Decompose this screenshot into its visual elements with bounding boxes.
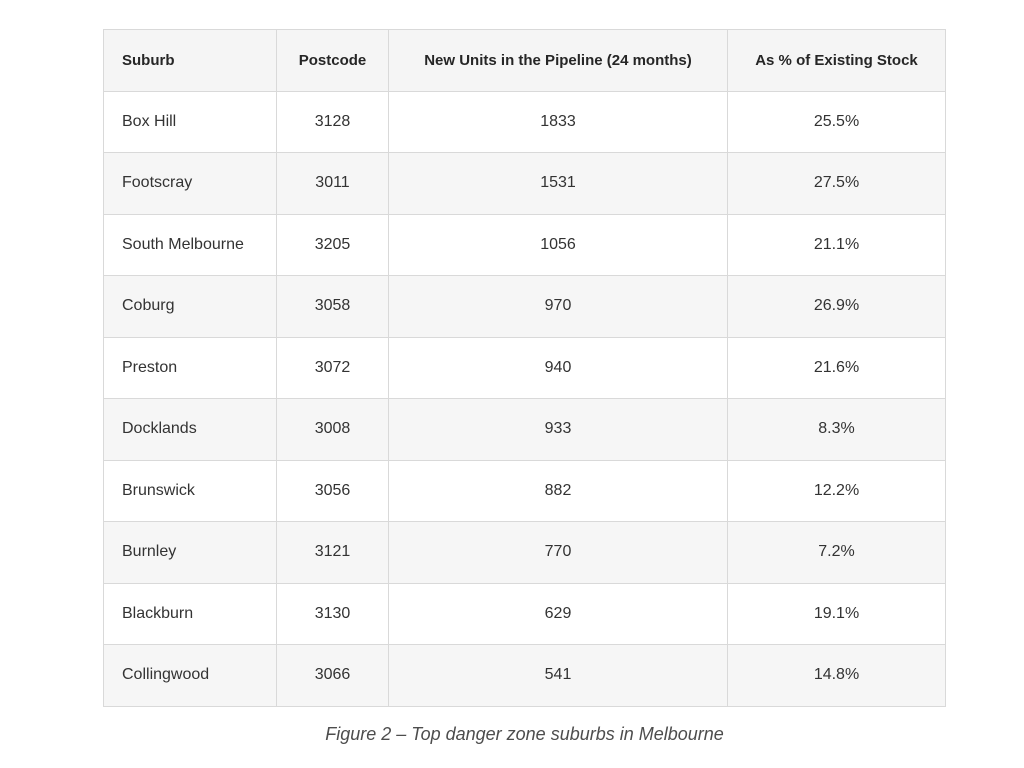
table-row: South Melbourne 3205 1056 21.1% <box>103 213 946 276</box>
table-row: Brunswick 3056 882 12.2% <box>103 459 946 522</box>
cell-new-units: 1833 <box>388 90 728 153</box>
cell-new-units: 1056 <box>388 213 728 276</box>
cell-new-units: 940 <box>388 336 728 399</box>
cell-suburb: Coburg <box>103 275 277 338</box>
table-row: Coburg 3058 970 26.9% <box>103 275 946 338</box>
cell-postcode: 3121 <box>276 521 389 584</box>
cell-postcode: 3205 <box>276 213 389 276</box>
cell-pct-existing-stock: 19.1% <box>727 582 946 645</box>
cell-pct-existing-stock: 26.9% <box>727 275 946 338</box>
cell-pct-existing-stock: 27.5% <box>727 152 946 215</box>
table-row: Burnley 3121 770 7.2% <box>103 521 946 584</box>
cell-pct-existing-stock: 8.3% <box>727 398 946 461</box>
column-header-suburb: Suburb <box>103 29 277 92</box>
cell-new-units: 933 <box>388 398 728 461</box>
cell-new-units: 770 <box>388 521 728 584</box>
cell-postcode: 3011 <box>276 152 389 215</box>
cell-pct-existing-stock: 7.2% <box>727 521 946 584</box>
cell-suburb: South Melbourne <box>103 213 277 276</box>
cell-suburb: Collingwood <box>103 644 277 707</box>
table-row: Footscray 3011 1531 27.5% <box>103 152 946 215</box>
cell-postcode: 3058 <box>276 275 389 338</box>
column-header-new-units: New Units in the Pipeline (24 months) <box>388 29 728 92</box>
cell-pct-existing-stock: 21.6% <box>727 336 946 399</box>
cell-suburb: Burnley <box>103 521 277 584</box>
table-row: Box Hill 3128 1833 25.5% <box>103 90 946 153</box>
table-row: Collingwood 3066 541 14.8% <box>103 644 946 707</box>
cell-pct-existing-stock: 21.1% <box>727 213 946 276</box>
column-header-postcode: Postcode <box>276 29 389 92</box>
table-header-row: Suburb Postcode New Units in the Pipelin… <box>103 29 946 92</box>
table-row: Docklands 3008 933 8.3% <box>103 398 946 461</box>
cell-new-units: 629 <box>388 582 728 645</box>
figure-caption: Figure 2 – Top danger zone suburbs in Me… <box>325 724 724 744</box>
table-row: Preston 3072 940 21.6% <box>103 336 946 399</box>
column-header-pct-existing-stock: As % of Existing Stock <box>727 29 946 92</box>
cell-postcode: 3072 <box>276 336 389 399</box>
cell-pct-existing-stock: 12.2% <box>727 459 946 522</box>
cell-postcode: 3008 <box>276 398 389 461</box>
cell-new-units: 541 <box>388 644 728 707</box>
cell-suburb: Blackburn <box>103 582 277 645</box>
cell-pct-existing-stock: 14.8% <box>727 644 946 707</box>
cell-suburb: Footscray <box>103 152 277 215</box>
cell-new-units: 1531 <box>388 152 728 215</box>
cell-suburb: Box Hill <box>103 90 277 153</box>
data-table: Suburb Postcode New Units in the Pipelin… <box>103 29 946 707</box>
cell-new-units: 882 <box>388 459 728 522</box>
cell-postcode: 3128 <box>276 90 389 153</box>
cell-pct-existing-stock: 25.5% <box>727 90 946 153</box>
cell-suburb: Docklands <box>103 398 277 461</box>
cell-new-units: 970 <box>388 275 728 338</box>
cell-postcode: 3130 <box>276 582 389 645</box>
cell-suburb: Brunswick <box>103 459 277 522</box>
cell-suburb: Preston <box>103 336 277 399</box>
cell-postcode: 3056 <box>276 459 389 522</box>
cell-postcode: 3066 <box>276 644 389 707</box>
table-row: Blackburn 3130 629 19.1% <box>103 582 946 645</box>
